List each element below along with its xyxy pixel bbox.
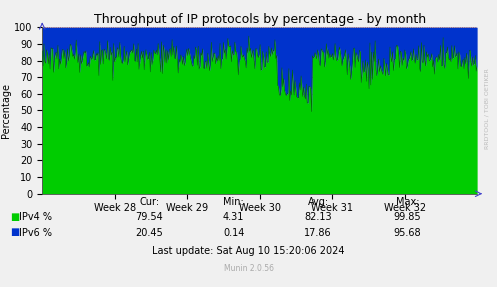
Text: RRDTOOL / TOBI OETIKER: RRDTOOL / TOBI OETIKER [485,69,490,150]
Text: 20.45: 20.45 [135,228,163,238]
Text: 79.54: 79.54 [135,212,163,222]
Text: ■: ■ [10,212,19,222]
Text: 95.68: 95.68 [394,228,421,238]
Text: Munin 2.0.56: Munin 2.0.56 [224,264,273,273]
Title: Throughput of IP protocols by percentage - by month: Throughput of IP protocols by percentage… [93,13,426,26]
Text: Max:: Max: [396,197,419,207]
Text: 99.85: 99.85 [394,212,421,222]
Text: Last update: Sat Aug 10 15:20:06 2024: Last update: Sat Aug 10 15:20:06 2024 [152,246,345,256]
Text: Avg:: Avg: [308,197,329,207]
Text: 0.14: 0.14 [223,228,245,238]
Text: 4.31: 4.31 [223,212,245,222]
Y-axis label: Percentage: Percentage [1,83,11,138]
Text: 17.86: 17.86 [304,228,332,238]
Text: IPv6 %: IPv6 % [19,228,52,238]
Text: Min:: Min: [223,197,244,207]
Text: Cur:: Cur: [139,197,159,207]
Text: ■: ■ [10,227,19,237]
Text: IPv4 %: IPv4 % [19,212,52,222]
Text: 82.13: 82.13 [304,212,332,222]
